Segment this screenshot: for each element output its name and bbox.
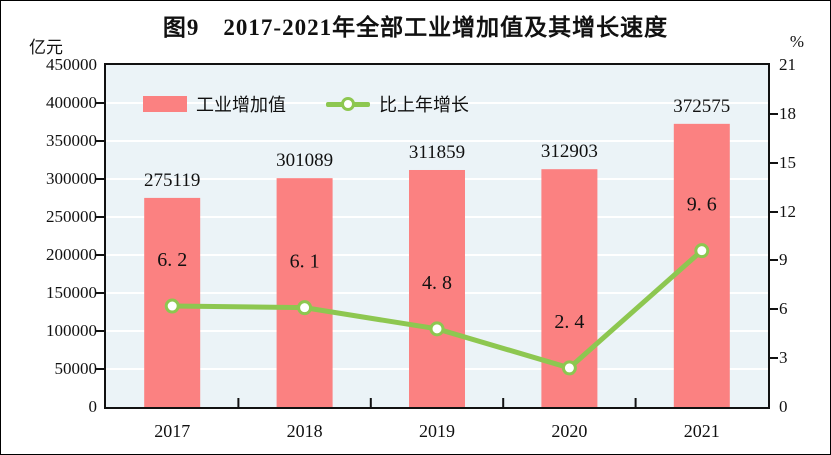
y-axis-label-left: 50000 — [54, 359, 98, 378]
x-axis-label-2018: 2018 — [286, 421, 323, 441]
chart-canvas: 275119 301089 311859 312903 372575 6. 2 6. 1 4.… — [106, 96, 768, 407]
bar-2019 — [409, 169, 465, 407]
x-axis-label-2017: 2017 — [154, 421, 191, 441]
plot-area: 275119 301089 311859 312903 372575 6. 2 6. 1 4.… — [104, 63, 770, 409]
y-axis-label-left: 0 — [88, 397, 98, 416]
x-axis-label-2021: 2021 — [683, 421, 720, 441]
bar-value-label: 311859 — [409, 142, 465, 163]
line-marker-icon — [341, 97, 355, 111]
y-axis-label-right: 3 — [779, 348, 788, 368]
growth-marker-2018 — [297, 300, 313, 316]
y-axis-tick-left — [96, 178, 104, 180]
y-axis-tick-left — [96, 254, 104, 256]
y-axis-tick-left — [96, 216, 104, 218]
y-axis-tick-left — [96, 330, 104, 332]
line-series-sample-icon — [326, 97, 370, 111]
y-axis-label-right: 12 — [779, 201, 796, 221]
chart-title: 图9 2017-2021年全部工业增加值及其增长速度 — [162, 15, 669, 40]
y-axis-tick-right — [770, 357, 778, 360]
growth-value-label: 4. 8 — [422, 272, 452, 294]
y-axis-label-left: 250000 — [46, 207, 97, 226]
y-axis-tick-left — [96, 292, 104, 294]
right-axis-unit-label: % — [789, 32, 804, 51]
bar-value-label: 275119 — [144, 170, 200, 191]
chart-legend: 工业增加值 比上年增长 — [143, 91, 469, 117]
growth-value-label: 2. 4 — [554, 311, 584, 333]
y-axis-label-right: 15 — [779, 152, 796, 172]
y-axis-label-left: 450000 — [46, 55, 97, 74]
y-axis-label-left: 200000 — [46, 245, 97, 264]
y-axis-label-left: 300000 — [46, 169, 97, 188]
legend-line-series-label: 比上年增长 — [379, 95, 469, 115]
y-axis-tick-left — [96, 102, 104, 104]
y-axis-label-left: 100000 — [46, 321, 97, 340]
growth-value-label: 9. 6 — [687, 194, 717, 216]
y-axis-label-right: 18 — [779, 103, 796, 123]
growth-marker-2020 — [561, 360, 577, 376]
y-axis-label-right: 21 — [779, 55, 796, 74]
y-axis-tick-right — [770, 210, 778, 213]
y-axis-tick-right — [770, 308, 778, 311]
y-axis-label-right: 6 — [779, 299, 788, 319]
y-axis-tick-right — [770, 112, 778, 115]
bar-value-label: 372575 — [673, 96, 730, 117]
y-axis-label-right: 9 — [779, 250, 788, 270]
bar-2018 — [276, 178, 333, 407]
growth-value-label: 6. 2 — [157, 249, 187, 271]
legend-bar-series-label: 工业增加值 — [196, 95, 286, 115]
growth-marker-2019 — [429, 321, 445, 337]
y-axis-label-left: 350000 — [46, 131, 97, 150]
y-axis-tick-left — [96, 140, 104, 142]
y-axis-label-left: 150000 — [46, 283, 97, 302]
bar-series-swatch-icon — [143, 96, 187, 112]
y-axis-label-left: 400000 — [46, 93, 97, 112]
y-axis-tick-right — [770, 161, 778, 164]
y-axis-tick-left — [96, 368, 104, 370]
growth-marker-2017 — [164, 298, 180, 314]
bar-value-label: 301089 — [276, 150, 333, 171]
x-axis-label-2019: 2019 — [419, 421, 455, 441]
left-axis-unit-label: 亿元 — [29, 38, 63, 57]
x-axis-label-2020: 2020 — [551, 421, 588, 441]
growth-marker-2021 — [694, 243, 710, 259]
bar-value-label: 312903 — [541, 141, 598, 162]
y-axis-tick-right — [770, 259, 778, 262]
y-axis-label-right: 0 — [779, 397, 788, 416]
growth-value-label: 6. 1 — [290, 251, 320, 273]
